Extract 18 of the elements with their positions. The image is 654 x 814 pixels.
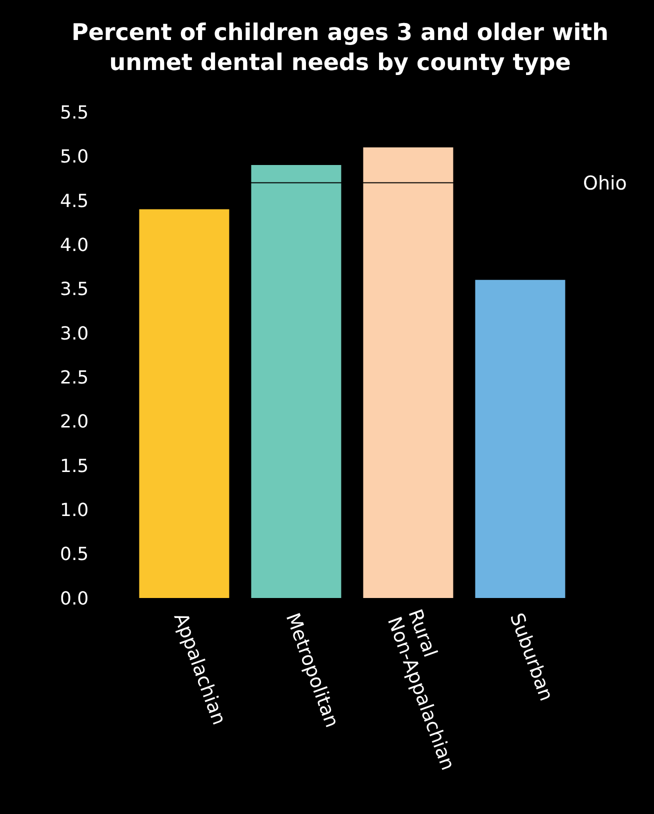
y-tick-label: 4.0 (60, 234, 89, 256)
ref-line-label: Ohio (583, 172, 627, 194)
y-tick-label: 3.5 (60, 279, 89, 300)
y-tick-label: 2.5 (60, 367, 89, 388)
y-tick-label: 1.0 (60, 500, 89, 522)
y-tick-label: 3.0 (60, 323, 89, 344)
bar (475, 280, 566, 598)
y-tick-label: 4.5 (60, 190, 89, 212)
bar (139, 209, 230, 598)
y-tick-label: 5.5 (60, 102, 89, 124)
y-tick-label: 1.5 (60, 456, 89, 477)
y-tick-label: 5.0 (60, 146, 89, 168)
bar (251, 165, 342, 598)
chart-title: Percent of children ages 3 and older with unmet dental needs by county type (70, 19, 610, 78)
y-tick-label: 0.5 (60, 544, 89, 566)
y-tick-label: 0.0 (60, 588, 89, 610)
bar (363, 147, 454, 598)
y-tick-label: 2.0 (60, 412, 89, 433)
